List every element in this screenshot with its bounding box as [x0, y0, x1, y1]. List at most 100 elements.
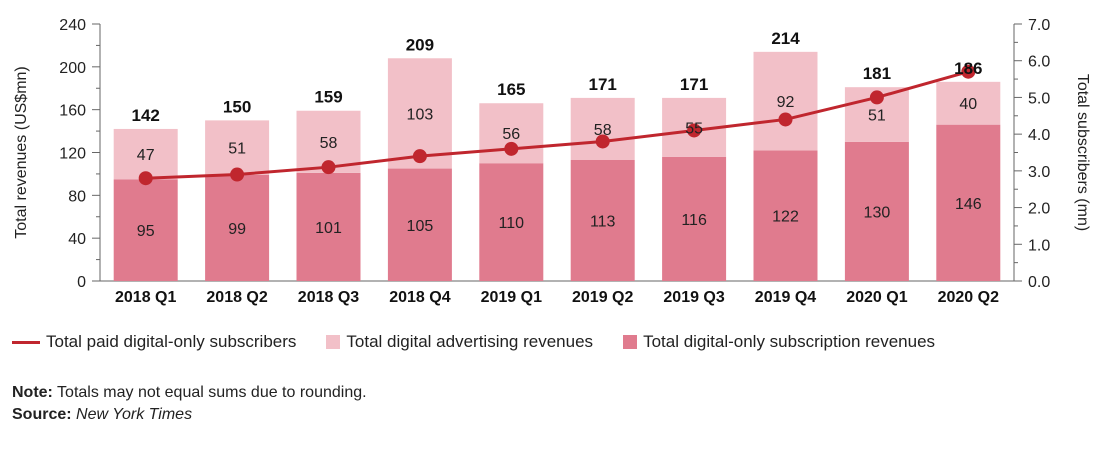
legend-item-subscription: Total digital-only subscription revenues — [623, 332, 935, 352]
label-subscription: 122 — [772, 209, 799, 226]
bar-advertising — [753, 51, 818, 151]
note-line: Note: Totals may not equal sums due to r… — [12, 382, 367, 404]
label-advertising: 58 — [320, 135, 338, 152]
label-subscription: 99 — [228, 221, 246, 238]
label-total: 181 — [863, 64, 891, 83]
stacked-bar-line-chart: 0 40 80 120 160 200 240 0.0 1.0 2.0 3.0 4.0 5.0 6.0 7.… — [13, 17, 1091, 306]
left-tick-label: 200 — [59, 60, 86, 77]
label-subscription: 105 — [407, 218, 434, 235]
bar-subscription — [753, 150, 818, 281]
x-tick-label: 2020 Q2 — [938, 289, 999, 306]
x-tick-label: 2018 Q1 — [115, 289, 176, 306]
left-tick-label: 80 — [68, 188, 86, 205]
subscriber-line-path — [145, 70, 969, 180]
label-advertising: 51 — [868, 107, 886, 124]
subscriber-point — [961, 64, 976, 79]
subscriber-point — [869, 90, 884, 105]
subscriber-point — [321, 160, 336, 175]
label-total: 171 — [680, 75, 708, 94]
source-line: Source: New York Times — [12, 404, 367, 426]
label-total: 214 — [771, 29, 800, 48]
legend-label: Total paid digital-only subscribers — [46, 332, 297, 351]
right-tick-label: 7.0 — [1028, 17, 1050, 34]
x-tick-label: 2018 Q4 — [389, 289, 450, 306]
label-subscription: 95 — [137, 223, 155, 240]
right-tick-label: 5.0 — [1028, 90, 1050, 107]
right-tick-label: 1.0 — [1028, 237, 1050, 254]
legend: Total paid digital-only subscribers Tota… — [12, 332, 965, 352]
x-tick-label: 2019 Q2 — [572, 289, 633, 306]
bars — [113, 51, 1001, 282]
bar-advertising — [113, 128, 178, 180]
bar-subscription — [113, 179, 178, 281]
y-axis-title: Total revenues (US$mn) — [13, 66, 30, 239]
bar-subscription — [844, 141, 909, 281]
label-advertising: 51 — [228, 141, 246, 158]
left-tick-label: 160 — [59, 103, 86, 120]
label-advertising: 92 — [777, 94, 795, 111]
bar-advertising — [205, 120, 270, 175]
label-subscription: 116 — [681, 212, 707, 229]
note-label: Note: — [12, 384, 53, 401]
y-axis-title-right: Total subscribers (mn) — [1074, 74, 1091, 231]
label-advertising: 47 — [137, 147, 155, 164]
label-subscription: 113 — [590, 213, 616, 230]
subscriber-point — [595, 134, 610, 149]
subscriber-point — [230, 167, 245, 182]
right-tick-label: 6.0 — [1028, 54, 1050, 71]
bar-subscription — [387, 168, 452, 281]
label-total: 165 — [497, 80, 525, 99]
x-tick-label: 2018 Q2 — [206, 289, 267, 306]
label-subscription: 146 — [955, 196, 982, 213]
bar-subscription — [570, 159, 635, 281]
right-tick-label: 0.0 — [1028, 274, 1050, 291]
legend-swatch-box — [623, 335, 638, 349]
right-tick-label: 2.0 — [1028, 201, 1050, 218]
legend-label: Total digital advertising revenues — [346, 332, 594, 351]
label-subscription: 110 — [499, 215, 525, 232]
x-tick-label: 2019 Q4 — [755, 289, 816, 306]
subscriber-point — [504, 141, 519, 156]
right-tick-label: 3.0 — [1028, 164, 1050, 181]
label-advertising: 103 — [407, 106, 434, 123]
note-text: Totals may not equal sums due to roundin… — [52, 384, 367, 401]
label-total: 142 — [132, 106, 160, 125]
label-advertising: 56 — [502, 126, 520, 143]
label-total: 159 — [314, 88, 342, 107]
right-tick-label: 4.0 — [1028, 127, 1050, 144]
label-advertising: 55 — [685, 120, 703, 137]
subscriber-point — [138, 171, 153, 186]
source-text: New York Times — [76, 406, 193, 423]
left-tick-label: 0 — [77, 274, 86, 291]
legend-label: Total digital-only subscription revenues — [643, 332, 936, 351]
label-subscription: 130 — [864, 204, 891, 221]
x-tick-label: 2019 Q1 — [481, 289, 542, 306]
bar-subscription — [936, 124, 1001, 282]
subscriber-point — [412, 149, 427, 164]
bar-subscription — [296, 172, 361, 281]
left-tick-label: 40 — [68, 231, 86, 248]
x-tick-label: 2019 Q3 — [663, 289, 724, 306]
axes: 0 40 80 120 160 200 240 0.0 1.0 2.0 3.0 4.0 5.0 6.0 7.… — [13, 17, 1091, 306]
legend-item-subscribers: Total paid digital-only subscribers — [12, 332, 296, 352]
label-advertising: 58 — [594, 122, 612, 139]
bar-subscription — [479, 163, 544, 281]
bar-advertising — [936, 81, 1001, 125]
x-tick-label: 2020 Q1 — [846, 289, 907, 306]
subscriber-point — [778, 112, 793, 127]
bar-subscription — [662, 156, 727, 281]
legend-swatch-box — [326, 335, 341, 349]
subscriber-point — [687, 123, 702, 138]
x-tick-label: 2018 Q3 — [298, 289, 359, 306]
legend-item-advertising: Total digital advertising revenues — [326, 332, 593, 352]
label-subscription: 101 — [315, 220, 342, 237]
legend-swatch-line — [12, 340, 40, 344]
source-label: Source: — [12, 406, 72, 423]
subscriber-line — [138, 64, 976, 186]
bar-subscription — [205, 174, 270, 281]
data-labels: 95 47 142 99 51 150 101 58 159 105 103 209 110 56 165 1… — [132, 29, 983, 240]
left-tick-label: 240 — [59, 17, 86, 34]
label-total: 209 — [406, 35, 434, 54]
label-total: 171 — [589, 75, 617, 94]
footnotes: Note: Totals may not equal sums due to r… — [12, 382, 367, 426]
